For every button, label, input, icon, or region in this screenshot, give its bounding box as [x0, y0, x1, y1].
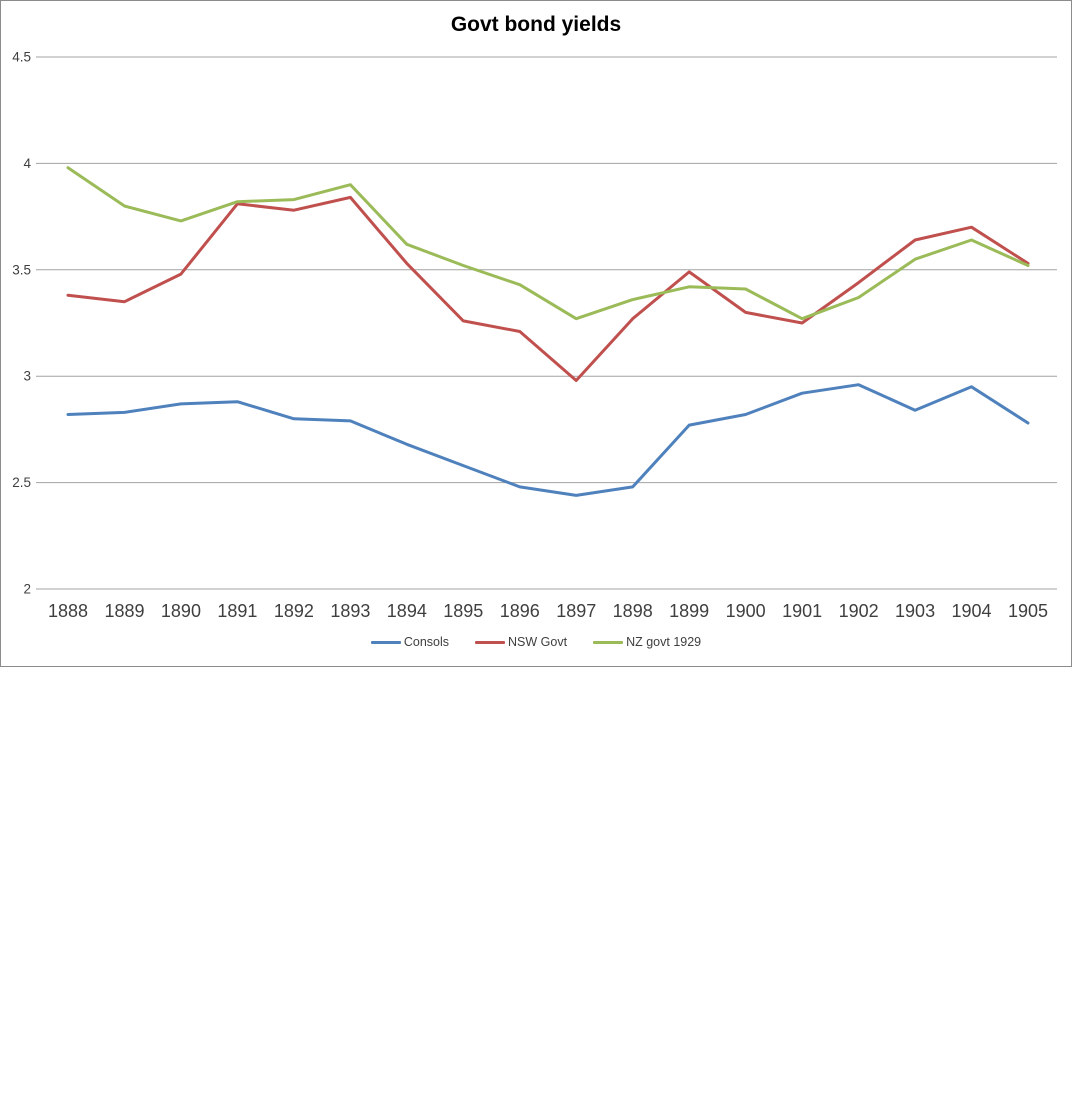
- x-axis-tick-label: 1897: [556, 601, 596, 621]
- x-axis-tick-label: 1902: [839, 601, 879, 621]
- x-axis-tick-label: 1892: [274, 601, 314, 621]
- series-line-nz-govt-1929: [66, 166, 1030, 321]
- nsw-govt-line-swatch-icon: [475, 640, 506, 644]
- chart-legend: Consols NSW Govt NZ govt 1929: [1, 635, 1071, 649]
- x-axis-tick-label: 1891: [217, 601, 257, 621]
- y-axis-tick-label: 3: [23, 369, 31, 384]
- x-axis-tick-label: 1900: [726, 601, 766, 621]
- x-axis-tick-label: 1890: [161, 601, 201, 621]
- x-axis-tick-label: 1901: [782, 601, 822, 621]
- legend-item-consols: Consols: [370, 635, 450, 649]
- x-axis-tick-label: 1895: [443, 601, 483, 621]
- x-axis-tick-label: 1905: [1008, 601, 1048, 621]
- x-axis-tick-label: 1896: [500, 601, 540, 621]
- y-axis-tick-label: 2: [23, 582, 31, 597]
- x-axis-tick-label: 1899: [669, 601, 709, 621]
- x-axis-tick-label: 1903: [895, 601, 935, 621]
- y-axis-tick-label: 3.5: [12, 262, 31, 277]
- legend-label-nsw-govt: NSW Govt: [508, 635, 568, 649]
- legend-item-nsw-govt: NSW Govt: [475, 635, 567, 649]
- chart-frame: Govt bond yields 2 2.5 3 3.5 4 4.5 1888 1889 189…: [0, 0, 1072, 667]
- legend-item-nz-govt-1929: NZ govt 1929: [593, 635, 701, 649]
- legend-label-consols: Consols: [403, 635, 450, 649]
- series-line-consols: [66, 383, 1030, 497]
- x-axis-tick-label: 1904: [952, 601, 992, 621]
- chart-title: Govt bond yields: [450, 13, 622, 36]
- x-axis-tick-label: 1888: [48, 601, 88, 621]
- x-axis-tick-label: 1889: [104, 601, 144, 621]
- x-axis-tick-label: 1898: [613, 601, 653, 621]
- y-axis-tick-label: 2.5: [12, 475, 31, 490]
- legend-label-nz-govt-1929: NZ govt 1929: [626, 635, 702, 649]
- x-axis-tick-label: 1894: [387, 601, 427, 621]
- x-axis-tick-label: 1893: [330, 601, 370, 621]
- consols-line-swatch-icon: [370, 640, 401, 644]
- y-axis-tick-label: 4: [23, 156, 31, 171]
- y-axis-tick-label: 4.5: [12, 50, 31, 65]
- plot-area: 2 2.5 3 3.5 4 4.5 1888 1889 1890 1891 1892 1893 1894…: [12, 50, 1057, 621]
- nz-govt-1929-line-swatch-icon: [593, 640, 624, 644]
- series-line-nsw-govt: [66, 195, 1030, 382]
